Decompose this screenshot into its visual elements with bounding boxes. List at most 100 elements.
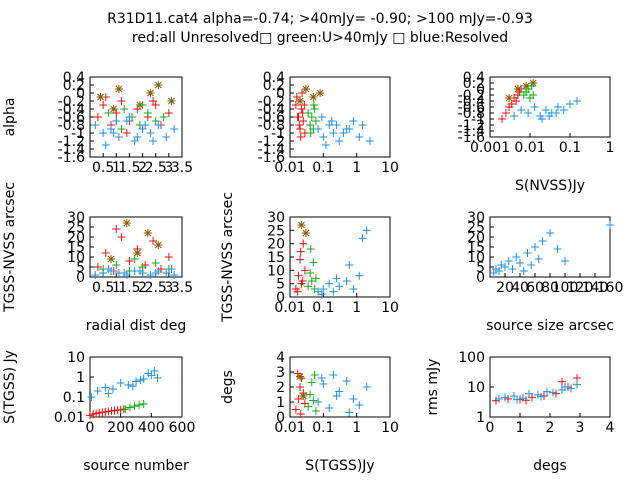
data-point — [104, 265, 113, 273]
data-point — [96, 93, 105, 101]
data-point — [109, 129, 118, 137]
data-point — [151, 259, 160, 267]
data-point — [559, 106, 568, 114]
data-point — [497, 261, 506, 269]
x-tick-label: 140 — [582, 280, 609, 296]
y-axis-label: degs — [220, 370, 236, 404]
data-point — [299, 392, 308, 400]
data-point — [513, 85, 522, 93]
data-point — [143, 109, 152, 117]
data-point — [327, 117, 336, 125]
y-tick-label: 1 — [76, 370, 85, 386]
data-point — [296, 410, 305, 418]
data-point — [329, 371, 338, 379]
y-tick-label: -1.2 — [458, 118, 485, 134]
x-tick-label: 0.01 — [274, 160, 305, 176]
series-red — [291, 239, 309, 296]
series-blue — [314, 226, 371, 299]
data-point — [573, 97, 582, 105]
data-point — [295, 121, 304, 129]
data-point — [109, 385, 117, 394]
data-point — [109, 105, 118, 113]
data-point — [117, 97, 126, 105]
panel-p1: 0.511.522.533.50.40.20-0.2-0.4-0.6-0.8-1… — [2, 70, 193, 176]
data-point — [146, 271, 155, 279]
x-tick-label: 0.5 — [92, 280, 114, 296]
y-tick-label: 15 — [467, 240, 485, 256]
data-point — [507, 100, 516, 108]
data-point — [296, 133, 305, 141]
data-point — [525, 389, 533, 398]
series-blue — [91, 113, 179, 149]
data-point — [146, 129, 155, 137]
y-tick-label: -0.4 — [58, 102, 85, 118]
y-tick-label: 20 — [267, 237, 285, 253]
data-point — [504, 257, 513, 265]
data-point — [314, 125, 323, 133]
data-point — [114, 85, 123, 93]
data-point — [349, 285, 358, 293]
y-tick-label: 100 — [458, 350, 485, 366]
series-blue — [495, 380, 581, 404]
y-tick-label: 20 — [67, 230, 85, 246]
data-point — [358, 234, 367, 243]
x-tick-label: 2.5 — [145, 280, 167, 296]
series-brown — [96, 81, 176, 113]
data-point — [309, 93, 318, 101]
x-axis-label: radial dist deg — [86, 318, 186, 334]
x-tick-label: 0.01 — [274, 300, 305, 316]
data-point — [296, 383, 305, 391]
x-tick-label: 0 — [486, 420, 495, 436]
x-tick-label: 0.5 — [92, 160, 114, 176]
data-point — [121, 405, 130, 414]
figure-title: R31D11.cat4 alpha=-0.74; >40mJy= -0.90; … — [107, 11, 533, 27]
data-point — [310, 105, 319, 113]
data-point — [144, 369, 153, 378]
data-point — [319, 380, 328, 388]
data-point — [162, 133, 171, 141]
x-axis-label: degs — [533, 458, 567, 474]
data-point — [146, 89, 155, 97]
data-point — [99, 129, 108, 137]
y-tick-label: 30 — [467, 210, 485, 226]
data-point — [355, 271, 364, 280]
data-point — [296, 372, 305, 381]
data-point — [355, 401, 364, 409]
data-point — [296, 97, 305, 105]
data-point — [104, 109, 113, 117]
data-point — [314, 398, 323, 406]
data-point — [306, 269, 315, 277]
x-tick-label: 3.5 — [171, 160, 193, 176]
y-tick-label: 25 — [467, 220, 485, 236]
data-point — [91, 271, 100, 279]
data-point — [112, 225, 121, 233]
data-point — [164, 253, 173, 261]
data-point — [93, 263, 102, 271]
y-tick-label: -1.4 — [258, 142, 285, 158]
y-tick-label: -1 — [71, 126, 85, 142]
data-point — [112, 261, 121, 269]
data-point — [128, 382, 137, 391]
data-point — [307, 113, 316, 121]
data-point — [125, 257, 134, 265]
data-point — [329, 129, 338, 137]
data-point — [117, 125, 126, 133]
series-blue — [510, 97, 582, 123]
y-tick-label: -0.4 — [258, 102, 285, 118]
plot-frame — [89, 216, 183, 278]
data-point — [362, 383, 371, 391]
data-point — [167, 97, 176, 105]
y-tick-label: -0.6 — [58, 110, 85, 126]
data-point — [549, 388, 557, 397]
x-tick-label: 10 — [381, 300, 399, 316]
data-point — [138, 101, 147, 109]
data-point — [101, 141, 110, 149]
data-point — [332, 121, 341, 129]
series-green — [304, 371, 320, 415]
panels-group: 0.511.522.533.50.40.20-0.2-0.4-0.6-0.8-1… — [2, 70, 623, 474]
data-point — [304, 282, 313, 291]
x-tick-label: 1 — [112, 160, 121, 176]
data-point — [319, 285, 328, 293]
x-tick-label: 4 — [606, 420, 615, 436]
